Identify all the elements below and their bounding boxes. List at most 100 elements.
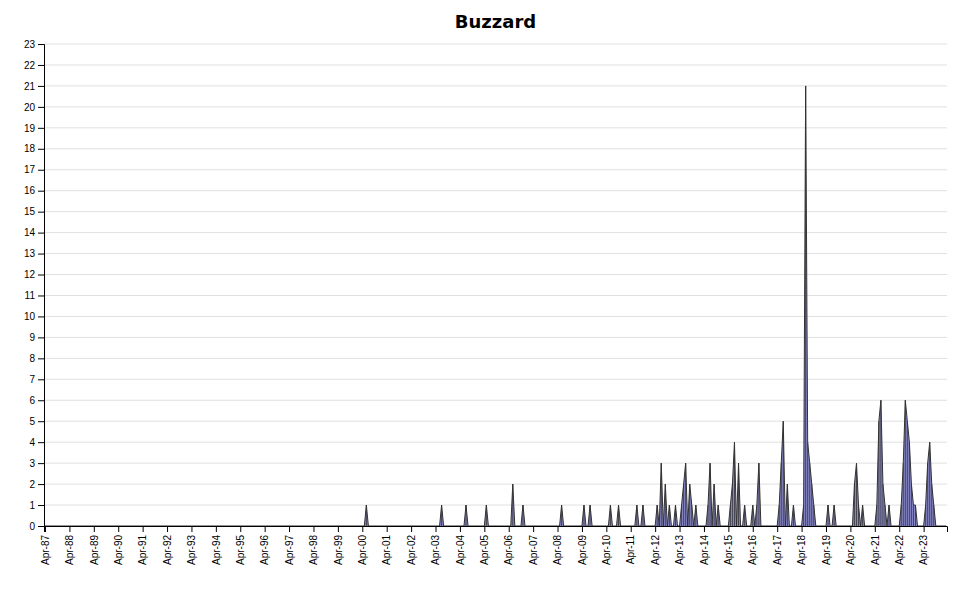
- grid-line: [44, 295, 947, 296]
- tick: Apr-96: [259, 526, 270, 565]
- tick: Apr-03: [430, 526, 441, 565]
- tick-label: 7: [29, 374, 35, 385]
- grid-line: [44, 148, 947, 149]
- tick-label: Apr-23: [918, 535, 929, 565]
- tick: 22: [24, 60, 44, 71]
- tick-mark: [728, 526, 729, 532]
- tick-mark: [38, 254, 44, 255]
- tick-mark: [362, 526, 363, 532]
- tick-label: 19: [24, 123, 36, 134]
- tick-mark: [38, 421, 44, 422]
- tick: Apr-14: [699, 526, 710, 565]
- tick-label: Apr-12: [650, 535, 661, 565]
- tick: 19: [24, 123, 44, 134]
- chart: 01234567891011121314151617181920212223Ap…: [0, 0, 967, 590]
- tick: 12: [24, 269, 44, 280]
- tick-mark: [38, 65, 44, 66]
- tick-label: Apr-14: [699, 535, 710, 565]
- tick-label: 0: [29, 521, 35, 532]
- tick: Apr-21: [870, 526, 881, 565]
- tick: 5: [29, 416, 44, 427]
- tick-mark: [338, 526, 339, 532]
- tick: 21: [24, 81, 44, 92]
- tick: 6: [29, 395, 44, 406]
- tick: Apr-20: [845, 526, 856, 565]
- tick-label: Apr-17: [772, 535, 783, 565]
- tick: 10: [24, 311, 44, 322]
- axis-line: [38, 45, 45, 527]
- tick: Apr-90: [113, 526, 124, 565]
- tick-mark: [606, 526, 607, 532]
- tick-mark: [38, 128, 44, 129]
- grid-line: [44, 421, 947, 422]
- tick: Apr-91: [137, 526, 148, 565]
- tick-mark: [94, 526, 95, 532]
- tick-label: Apr-88: [64, 535, 75, 565]
- tick: Apr-05: [479, 526, 490, 565]
- tick-label: Apr-04: [455, 535, 466, 565]
- grid-line: [44, 274, 947, 275]
- tick-mark: [38, 463, 44, 464]
- tick: Apr-94: [211, 526, 222, 565]
- tick-mark: [436, 526, 437, 532]
- tick-mark: [558, 526, 559, 532]
- tick-label: 4: [29, 437, 35, 448]
- tick: Apr-11: [625, 526, 636, 564]
- tick: Apr-92: [162, 526, 173, 565]
- tick-label: 10: [24, 311, 36, 322]
- tick-mark: [38, 212, 44, 213]
- tick-label: Apr-99: [333, 535, 344, 565]
- tick-mark: [38, 191, 44, 192]
- tick-mark: [899, 526, 900, 532]
- tick-label: Apr-06: [503, 535, 514, 565]
- tick-mark: [38, 526, 44, 527]
- tick: Apr-98: [308, 526, 319, 565]
- drop-line: [809, 463, 810, 526]
- tick: 23: [24, 39, 44, 50]
- tick-label: 17: [24, 164, 36, 175]
- grid-line: [44, 253, 947, 254]
- tick-mark: [313, 526, 314, 532]
- tick-label: 18: [24, 143, 36, 154]
- tick: 8: [29, 353, 44, 364]
- tick-mark: [704, 526, 705, 532]
- grid: [44, 44, 947, 526]
- tick-label: Apr-03: [430, 535, 441, 565]
- tick-mark: [38, 379, 44, 380]
- tick-mark: [38, 337, 44, 338]
- tick-mark: [753, 526, 754, 532]
- tick-label: Apr-15: [723, 535, 734, 565]
- tick: 18: [24, 143, 44, 154]
- tick-label: 13: [24, 248, 36, 259]
- tick-mark: [38, 358, 44, 359]
- tick: Apr-01: [381, 526, 392, 565]
- tick-mark: [216, 526, 217, 532]
- tick: 15: [24, 206, 44, 217]
- tick-label: Apr-90: [113, 535, 124, 565]
- tick-label: Apr-22: [894, 535, 905, 565]
- tick-label: 6: [29, 395, 35, 406]
- line: [45, 86, 946, 526]
- tick-label: Apr-00: [357, 535, 368, 565]
- tick-label: 14: [24, 227, 36, 238]
- grid-line: [44, 190, 947, 191]
- title: Buzzard: [455, 11, 536, 32]
- grid-line: [44, 232, 947, 233]
- tick-mark: [45, 526, 46, 532]
- tick: Apr-19: [821, 526, 832, 565]
- tick-label: Apr-05: [479, 535, 490, 565]
- tick-label: Apr-21: [870, 535, 881, 565]
- drop-lines: [366, 86, 933, 526]
- tick-mark: [167, 526, 168, 532]
- tick-mark: [265, 526, 266, 532]
- tick: 9: [29, 332, 44, 343]
- axis-line: [45, 527, 948, 533]
- tick: Apr-07: [528, 526, 539, 565]
- tick: 13: [24, 248, 44, 259]
- tick: Apr-13: [674, 526, 685, 565]
- tick: Apr-23: [918, 526, 929, 565]
- tick: Apr-97: [284, 526, 295, 565]
- tick-label: Apr-07: [528, 535, 539, 565]
- grid-line: [44, 337, 947, 338]
- tick-mark: [875, 526, 876, 532]
